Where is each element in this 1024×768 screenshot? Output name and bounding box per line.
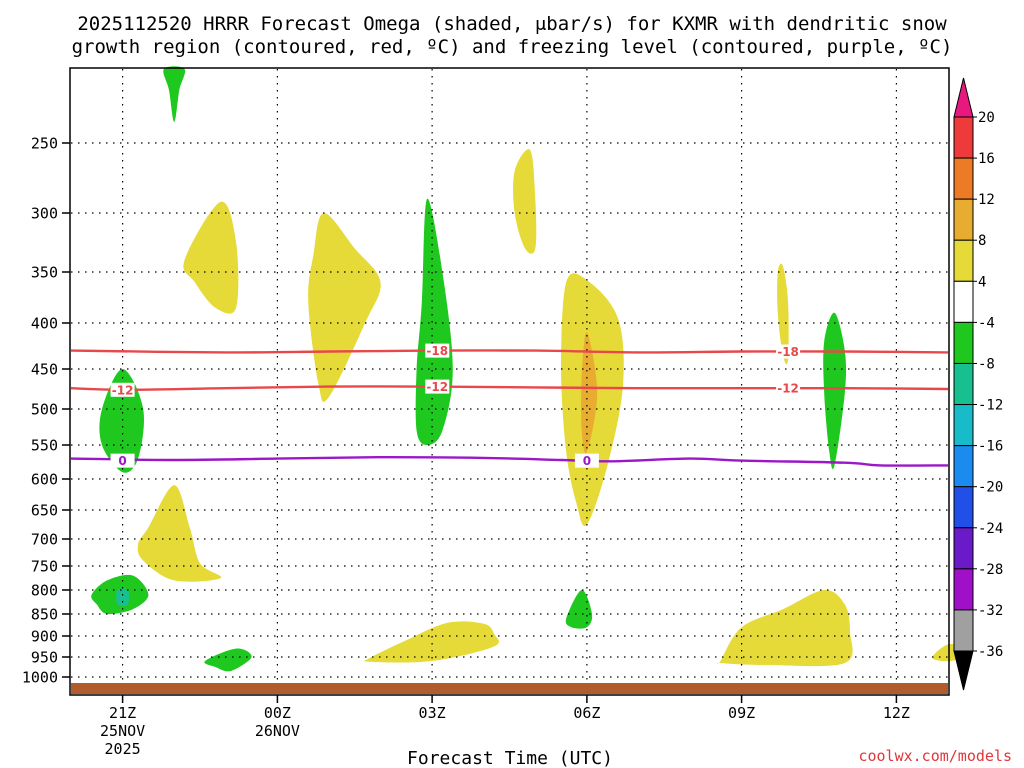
colorbar-label: -36 — [978, 644, 1003, 660]
colorbar-swatch-1 — [953, 157, 974, 200]
omega-region-7 — [716, 589, 853, 667]
chart-title: 2025112520 HRRR Forecast Omega (shaded, … — [72, 13, 953, 58]
credit-link[interactable]: coolwx.com/models — [858, 747, 1012, 765]
contour-label-bg — [425, 343, 450, 358]
colorbar-swatch-11 — [953, 568, 974, 611]
colorbar-label: -12 — [978, 398, 1003, 414]
x-tick-label: 09Z — [728, 704, 755, 722]
x-tick-label: 2025 — [105, 740, 141, 758]
contour-label-2-1: 0 — [583, 454, 591, 468]
x-tick-label: 12Z — [883, 704, 910, 722]
colorbar-swatch-10 — [953, 527, 974, 570]
contour-label-1-1: -12 — [426, 380, 448, 394]
x-tick-label: 06Z — [573, 704, 600, 722]
contour-label-1-2: -12 — [777, 382, 799, 396]
contour-label-bg — [776, 381, 801, 396]
y-tick-label: 800 — [31, 582, 58, 600]
y-tick-label: 1000 — [22, 669, 58, 687]
x-tick-label: 00Z — [264, 704, 291, 722]
colorbar-swatch-0 — [953, 116, 974, 159]
omega-region-5 — [137, 485, 222, 582]
contour-label-bg — [110, 453, 135, 468]
temperature-contours: -18 -18 -12 -12 -12 0 0 — [70, 343, 949, 468]
colorbar-label: -20 — [978, 480, 1003, 496]
plot-area — [70, 68, 949, 695]
colorbar-label: 20 — [978, 110, 995, 126]
contour-label-1-0: -12 — [112, 383, 134, 397]
y-tick-label: 850 — [31, 606, 58, 624]
colorbar-swatch-6 — [953, 362, 974, 406]
colorbar-swatch-4 — [953, 280, 974, 323]
colorbar-label: -28 — [978, 562, 1003, 578]
y-tick-label: 600 — [31, 471, 58, 489]
omega-region-17 — [116, 588, 130, 607]
colorbar-swatch-3 — [953, 239, 974, 282]
y-tick-label: 450 — [31, 361, 58, 379]
y-tick-label: 950 — [31, 649, 58, 667]
y-tick-label: 250 — [31, 135, 58, 153]
x-tick-label: 25NOV — [100, 722, 145, 740]
omega-region-2 — [513, 149, 537, 254]
colorbar-top-arrow — [953, 77, 974, 118]
colorbar-swatch-7 — [953, 404, 974, 447]
plot-frame — [69, 67, 950, 696]
y-tick-label: 550 — [31, 437, 58, 455]
y-axis-pressure-ticks: 250 300 350 400 450 500 550 600 650 700 750 800 850 9… — [22, 135, 70, 687]
contour-line-2 — [70, 455, 949, 467]
contour-label-0-1: -18 — [777, 345, 799, 359]
x-axis-label: Forecast Time (UTC) — [407, 748, 613, 768]
title-line-2: growth region (contoured, red, ºC) and f… — [72, 36, 953, 58]
colorbar-label: -24 — [978, 521, 1003, 537]
omega-region-9 — [163, 66, 186, 122]
contour-label-bg — [776, 344, 801, 359]
colorbar-label: 8 — [978, 233, 986, 249]
omega-region-15 — [565, 589, 593, 629]
y-tick-label: 300 — [31, 205, 58, 223]
omega-region-14 — [204, 648, 252, 672]
colorbar-label: 16 — [978, 151, 995, 167]
colorbar-label: -8 — [978, 357, 995, 373]
x-tick-label: 21Z — [109, 704, 136, 722]
contour-label-bg — [110, 382, 135, 397]
colorbar-legend: 20 16 12 8 4 -4 -8 -12 -16 -20 -24 -28 -32 -36 — [953, 77, 1003, 691]
colorbar-swatch-9 — [953, 486, 974, 529]
omega-region-6 — [363, 621, 499, 663]
y-tick-label: 700 — [31, 531, 58, 549]
y-tick-label: 350 — [31, 264, 58, 282]
ground-surface — [71, 683, 948, 694]
title-line-1: 2025112520 HRRR Forecast Omega (shaded, … — [77, 13, 947, 35]
y-tick-label: 500 — [31, 401, 58, 419]
colorbar-bottom-arrow — [953, 650, 974, 691]
omega-region-1 — [308, 212, 381, 402]
colorbar-swatch-2 — [953, 198, 974, 241]
dotted-grid — [71, 69, 948, 683]
y-tick-label: 650 — [31, 502, 58, 520]
y-tick-label: 400 — [31, 315, 58, 333]
contour-label-bg — [574, 453, 599, 468]
colorbar-label: 4 — [978, 274, 986, 290]
omega-shaded-regions — [91, 66, 964, 672]
colorbar-swatch-12 — [953, 609, 974, 652]
contour-label-0-0: -18 — [426, 344, 448, 358]
contour-line-0 — [70, 349, 949, 354]
colorbar-swatch-8 — [953, 445, 974, 488]
colorbar-label: -32 — [978, 603, 1003, 619]
y-tick-label: 900 — [31, 628, 58, 646]
omega-region-0 — [183, 201, 239, 314]
colorbar-label: -16 — [978, 439, 1003, 455]
contour-label-bg — [425, 379, 450, 394]
contour-label-2-0: 0 — [118, 454, 126, 468]
colorbar-swatch-5 — [953, 321, 974, 364]
colorbar-label: 12 — [978, 192, 995, 208]
colorbar-label: -4 — [978, 315, 995, 331]
omega-region-16 — [581, 332, 598, 454]
y-tick-label: 750 — [31, 558, 58, 576]
x-tick-label: 03Z — [419, 704, 446, 722]
omega-region-4 — [777, 263, 789, 365]
x-tick-label: 26NOV — [255, 722, 300, 740]
